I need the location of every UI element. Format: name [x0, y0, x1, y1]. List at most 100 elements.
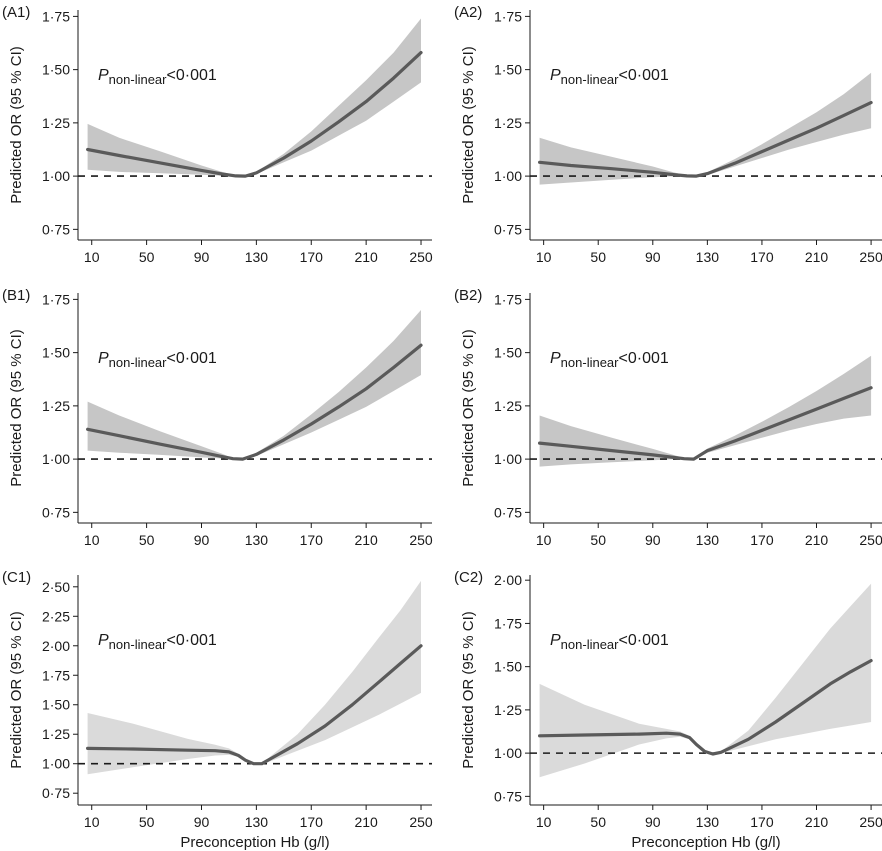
x-tick-label: 170: [750, 814, 774, 830]
x-tick-label: 170: [300, 249, 324, 265]
x-tick-label: 130: [696, 249, 720, 265]
confidence-band: [87, 18, 421, 177]
x-tick-label: 130: [245, 532, 269, 548]
p-threshold: <0·001: [619, 67, 669, 84]
p-symbol: P: [98, 632, 109, 649]
y-tick-label: 1·25: [42, 726, 70, 742]
x-tick-label: 10: [536, 249, 552, 265]
x-tick-label: 170: [750, 532, 774, 548]
panel-label: (B1): [2, 287, 30, 304]
p-threshold: <0·001: [167, 350, 217, 367]
x-tick-label: 90: [194, 249, 210, 265]
y-tick-label: 1·00: [494, 745, 522, 761]
x-tick-label: 130: [696, 532, 720, 548]
x-axis-title: Preconception Hb (g/l): [180, 834, 329, 851]
y-tick-label: 2·25: [42, 608, 70, 624]
x-tick-label: 210: [805, 532, 829, 548]
p-value-annotation: Pnon-linear<0·001: [550, 67, 669, 87]
y-tick-label: 0·75: [42, 504, 70, 520]
x-tick-label: 50: [139, 814, 155, 830]
chart-panel-5: 0·75 1·00 1·25 1·50 1·75 2·00 2·25 2·50 10 50 90 13…: [2, 569, 433, 851]
confidence-band: [539, 355, 872, 467]
p-value-annotation: Pnon-linear<0·001: [550, 350, 669, 370]
x-tick-label: 90: [645, 532, 661, 548]
y-tick-label: 2·00: [494, 572, 522, 588]
or-line: [538, 386, 873, 461]
confidence-band: [87, 580, 421, 775]
p-threshold: <0·001: [619, 632, 669, 649]
y-tick-label: 2·00: [42, 638, 70, 654]
panel-label: (B2): [454, 287, 482, 304]
p-symbol: P: [550, 67, 561, 84]
x-tick-label: 210: [354, 814, 378, 830]
chart-panel-1: 0·75 1·00 1·25 1·50 1·75 10 50 90 130 170 210 250 (A…: [2, 4, 433, 265]
x-tick-label: 10: [84, 532, 100, 548]
confidence-band: [539, 72, 872, 185]
y-tick-label: 1·75: [42, 291, 70, 307]
p-threshold: <0·001: [167, 632, 217, 649]
y-tick-label: 0·75: [494, 504, 522, 520]
x-tick-label: 250: [859, 249, 882, 265]
x-tick-label: 250: [409, 814, 433, 830]
y-tick-label: 1·50: [494, 345, 522, 361]
y-tick-label: 1·25: [494, 398, 522, 414]
x-tick-label: 10: [84, 249, 100, 265]
or-line: [86, 644, 423, 766]
y-axis-title: Predicted OR (95 % CI): [8, 46, 25, 204]
x-tick-label: 50: [139, 249, 155, 265]
chart-panel-6: 0·75 1·00 1·25 1·50 1·75 2·00 10 50 90 130 170 210 2…: [454, 569, 882, 851]
y-tick-label: 1·50: [494, 659, 522, 675]
p-symbol: P: [550, 632, 561, 649]
p-value-annotation: Pnon-linear<0·001: [98, 67, 217, 87]
p-value-annotation: Pnon-linear<0·001: [550, 632, 669, 652]
y-axis-title: Predicted OR (95 % CI): [8, 329, 25, 487]
y-axis-title: Predicted OR (95 % CI): [460, 46, 477, 204]
or-line: [538, 101, 873, 178]
or-line: [86, 51, 423, 178]
y-axis-title: Predicted OR (95 % CI): [8, 611, 25, 769]
y-tick-label: 0·75: [42, 221, 70, 237]
p-subscript: non-linear: [561, 637, 619, 652]
y-tick-label: 1·75: [494, 8, 522, 24]
y-tick-label: 1·00: [42, 756, 70, 772]
panel-label: (C1): [2, 569, 31, 586]
panel-label: (A1): [2, 4, 30, 21]
x-tick-label: 250: [859, 814, 882, 830]
p-subscript: non-linear: [109, 637, 167, 652]
y-tick-label: 1·75: [42, 8, 70, 24]
y-tick-label: 0·75: [494, 788, 522, 804]
x-tick-label: 10: [536, 532, 552, 548]
x-tick-label: 50: [590, 532, 606, 548]
y-tick-label: 1·00: [494, 168, 522, 184]
x-tick-label: 250: [409, 532, 433, 548]
chart-panel-2: 0·75 1·00 1·25 1·50 1·75 10 50 90 130 170 210 250 (A…: [454, 4, 882, 265]
x-tick-label: 10: [84, 814, 100, 830]
y-axis-title: Predicted OR (95 % CI): [460, 611, 477, 769]
panel-label: (C2): [454, 569, 483, 586]
y-tick-label: 0·75: [42, 785, 70, 801]
y-tick-label: 1·00: [42, 168, 70, 184]
chart-panel-3: 0·75 1·00 1·25 1·50 1·75 10 50 90 130 170 210 250 (B…: [2, 287, 433, 548]
x-tick-label: 90: [645, 249, 661, 265]
y-tick-label: 0·75: [494, 221, 522, 237]
y-tick-label: 1·50: [42, 697, 70, 713]
x-tick-label: 130: [245, 814, 269, 830]
y-tick-label: 1·75: [494, 615, 522, 631]
x-tick-label: 250: [859, 532, 882, 548]
p-symbol: P: [550, 350, 561, 367]
x-tick-label: 130: [245, 249, 269, 265]
or-line: [538, 659, 873, 756]
p-value-annotation: Pnon-linear<0·001: [98, 350, 217, 370]
y-tick-label: 1·75: [494, 291, 522, 307]
x-tick-label: 170: [750, 249, 774, 265]
y-tick-label: 1·75: [42, 667, 70, 683]
or-line: [86, 343, 423, 461]
x-tick-label: 90: [194, 532, 210, 548]
y-tick-label: 1·50: [42, 62, 70, 78]
y-tick-label: 1·25: [494, 702, 522, 718]
p-threshold: <0·001: [167, 67, 217, 84]
p-subscript: non-linear: [109, 72, 167, 87]
x-tick-label: 210: [805, 814, 829, 830]
y-tick-label: 1·50: [494, 62, 522, 78]
